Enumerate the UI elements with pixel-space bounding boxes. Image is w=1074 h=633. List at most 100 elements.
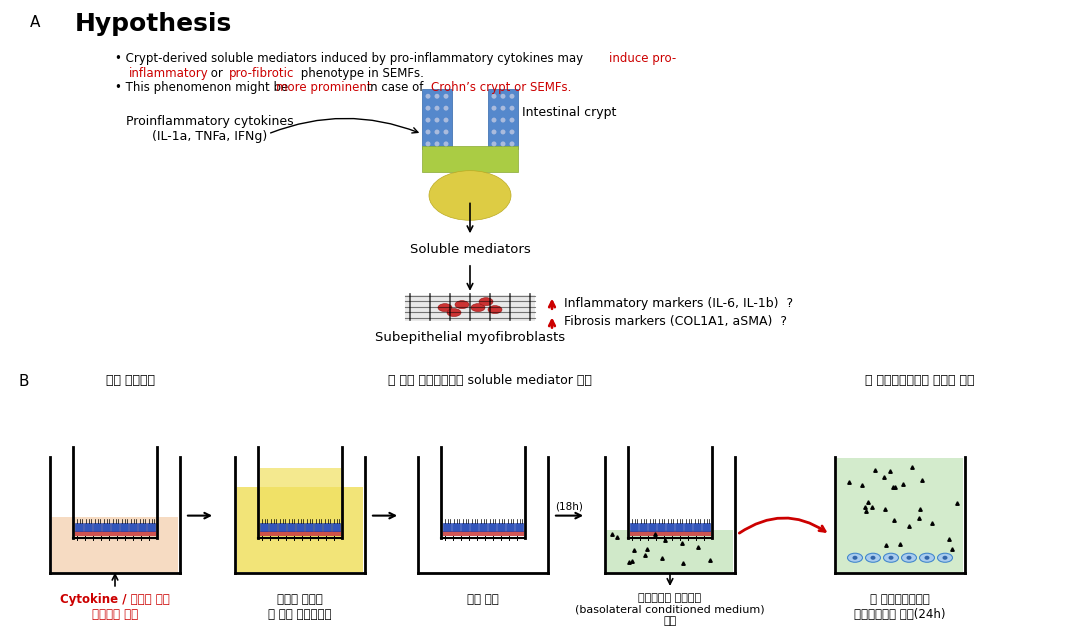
Bar [657, 523, 665, 530]
Bar [422, 146, 518, 172]
Bar [648, 523, 656, 530]
Ellipse shape [847, 553, 862, 562]
Bar [702, 523, 710, 530]
Bar [129, 523, 137, 530]
Circle shape [444, 118, 449, 123]
Ellipse shape [438, 304, 452, 311]
Bar [442, 523, 451, 530]
Bar [693, 523, 701, 530]
Ellipse shape [488, 306, 502, 313]
Bar [607, 530, 732, 572]
Text: Inflammatory markers (IL-6, IL-1b)  ?: Inflammatory markers (IL-6, IL-1b) ? [564, 297, 793, 310]
Ellipse shape [943, 556, 947, 560]
Bar [237, 487, 363, 572]
Circle shape [509, 118, 514, 123]
Text: Proinflammatory cytokines
(IL-1a, TNFa, IFNg): Proinflammatory cytokines (IL-1a, TNFa, … [126, 115, 294, 143]
Bar [674, 523, 683, 530]
Text: Fibrosis markers (COL1A1, aSMA)  ?: Fibrosis markers (COL1A1, aSMA) ? [564, 315, 787, 328]
Text: or: or [207, 68, 227, 80]
Bar [323, 523, 331, 530]
Circle shape [425, 141, 431, 146]
Text: Cytokine / 미생물 항원
기저층부 투여: Cytokine / 미생물 항원 기저층부 투여 [60, 593, 170, 621]
Bar [497, 523, 505, 530]
Text: 염증이 유도된
장 상피 오가노이드: 염증이 유도된 장 상피 오가노이드 [268, 593, 332, 621]
Bar [506, 523, 514, 530]
Bar [488, 89, 518, 149]
Bar [147, 523, 155, 530]
Text: B: B [18, 374, 29, 389]
Text: 기저층부의 조정배지
(basolateral conditioned medium)
수득: 기저층부의 조정배지 (basolateral conditioned medi… [576, 593, 765, 626]
Bar [666, 523, 674, 530]
Circle shape [500, 106, 506, 111]
Bar [287, 523, 295, 530]
Bar [422, 89, 452, 149]
Bar [296, 523, 304, 530]
Text: 장 근섬유아세포를
조정배지에서 배양(24h): 장 근섬유아세포를 조정배지에서 배양(24h) [854, 593, 946, 621]
Circle shape [492, 130, 496, 134]
Bar [84, 523, 92, 530]
Bar [93, 523, 101, 530]
Bar [442, 530, 524, 536]
Ellipse shape [447, 309, 461, 316]
Text: (18h): (18h) [555, 501, 583, 511]
Text: • Crypt-derived soluble mediators induced by pro-inflammatory cytokines may: • Crypt-derived soluble mediators induce… [115, 52, 586, 65]
Circle shape [500, 118, 506, 123]
Bar [479, 523, 487, 530]
Ellipse shape [871, 556, 875, 560]
Circle shape [425, 118, 431, 123]
Bar [102, 523, 110, 530]
Text: in case of: in case of [363, 82, 427, 94]
Circle shape [435, 141, 439, 146]
Text: 장 상피 오가노이드의 soluble mediator 수득: 장 상피 오가노이드의 soluble mediator 수득 [388, 374, 592, 387]
Circle shape [492, 141, 496, 146]
Bar [332, 523, 340, 530]
Bar [75, 523, 83, 530]
Ellipse shape [884, 553, 899, 562]
Bar [268, 523, 277, 530]
Text: 급성 염증자직: 급성 염증자직 [105, 374, 155, 387]
Ellipse shape [429, 171, 511, 220]
Ellipse shape [888, 556, 894, 560]
Text: Crohn’s crypt or SEMFs.: Crohn’s crypt or SEMFs. [431, 82, 571, 94]
Bar [630, 530, 711, 536]
Circle shape [444, 141, 449, 146]
Circle shape [425, 106, 431, 111]
Text: Subepithelial myofibroblasts: Subepithelial myofibroblasts [375, 332, 565, 344]
Bar [305, 523, 313, 530]
Bar [837, 458, 963, 572]
Circle shape [500, 94, 506, 99]
Text: A: A [30, 15, 41, 30]
Bar [516, 523, 523, 530]
Ellipse shape [455, 301, 469, 309]
Bar [260, 530, 342, 536]
Circle shape [425, 130, 431, 134]
Bar [278, 523, 286, 530]
Text: Intestinal crypt: Intestinal crypt [522, 106, 616, 118]
Ellipse shape [906, 556, 912, 560]
Ellipse shape [479, 298, 493, 306]
Ellipse shape [853, 556, 857, 560]
Ellipse shape [925, 556, 929, 560]
Circle shape [509, 141, 514, 146]
Bar [405, 295, 535, 320]
Text: Soluble mediators: Soluble mediators [409, 243, 531, 256]
Circle shape [492, 94, 496, 99]
Ellipse shape [919, 553, 934, 562]
Text: 배지 교체: 배지 교체 [467, 593, 499, 606]
Circle shape [425, 94, 431, 99]
Circle shape [435, 118, 439, 123]
Bar [314, 523, 322, 530]
Bar [684, 523, 692, 530]
Bar [461, 523, 469, 530]
Circle shape [435, 130, 439, 134]
Text: inflammatory: inflammatory [129, 68, 208, 80]
Circle shape [435, 94, 439, 99]
Text: induce pro-: induce pro- [609, 52, 677, 65]
Circle shape [509, 94, 514, 99]
Text: phenotype in SEMFs.: phenotype in SEMFs. [297, 68, 424, 80]
Circle shape [444, 106, 449, 111]
Circle shape [500, 141, 506, 146]
Ellipse shape [901, 553, 916, 562]
Circle shape [492, 118, 496, 123]
Bar [470, 523, 478, 530]
